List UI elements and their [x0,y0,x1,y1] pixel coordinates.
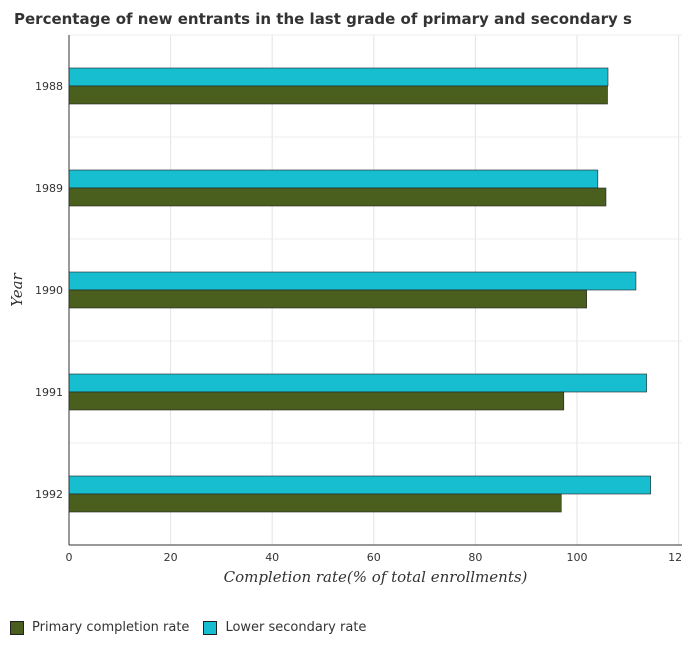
x-tick-label: 0 [66,551,73,564]
bar-lower-secondary [68,271,637,291]
bar-lower-secondary [68,373,647,393]
bar-primary-completion [68,391,565,411]
x-tick-label: 100 [567,551,588,564]
legend-item-primary: Primary completion rate [10,620,189,635]
bar-lower-secondary [68,169,599,189]
legend-swatch-secondary [203,620,218,635]
y-tick-label: 1989 [35,182,63,195]
legend-label-secondary: Lower secondary rate [225,620,367,635]
x-tick-label: 20 [164,551,178,564]
legend-item-secondary: Lower secondary rate [203,620,366,635]
x-tick-label: 60 [367,551,381,564]
x-tick-label: 80 [468,551,482,564]
legend: Primary completion rate Lower secondary … [10,620,380,635]
bar-primary-completion [68,85,608,105]
x-tick-label: 120 [668,551,682,564]
bar-primary-completion [68,289,587,309]
plot-area: 0 20 40 60 80 100 120 1988 1989 1990 1991 1992 Compl… [8,34,682,586]
legend-label-primary: Primary completion rate [32,620,190,635]
bar-lower-secondary [68,475,651,495]
bar-lower-secondary [68,67,609,87]
bar-primary-completion [68,493,562,513]
y-tick-label: 1991 [35,386,63,399]
bar-primary-completion [68,187,607,207]
x-tick-label: 40 [265,551,279,564]
y-tick-label: 1990 [35,284,63,297]
legend-swatch-primary [10,620,24,635]
x-axis-title: Completion rate(% of total enrollments) [224,568,528,586]
y-axis-title: Year [8,272,26,306]
y-tick-label: 1988 [35,80,63,93]
chart-title: Percentage of new entrants in the last g… [14,10,632,28]
y-tick-label: 1992 [35,488,63,501]
